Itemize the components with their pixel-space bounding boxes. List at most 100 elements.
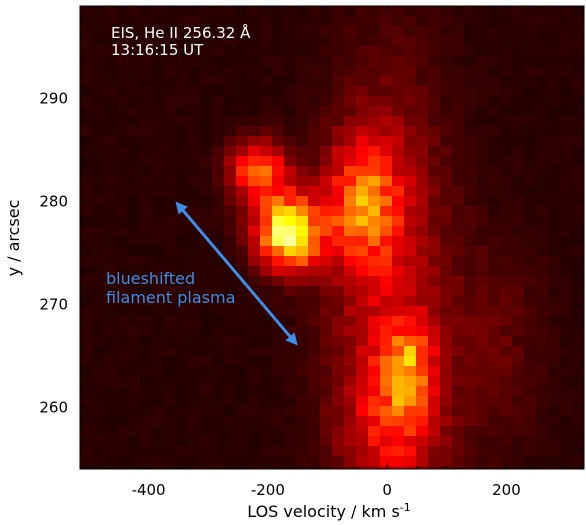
heatmap-cell [176, 176, 189, 187]
heatmap-cell [104, 146, 117, 157]
heatmap-cell [224, 246, 237, 257]
heatmap-cell [344, 426, 357, 437]
heatmap-cell [104, 266, 117, 277]
heatmap-cell [416, 356, 429, 367]
heatmap-cell [368, 36, 381, 47]
heatmap-cell [524, 396, 537, 407]
heatmap-cell [164, 166, 177, 177]
heatmap-cell [560, 66, 573, 77]
heatmap-cell [464, 166, 477, 177]
heatmap-cell [140, 366, 153, 377]
heatmap-cell [200, 416, 213, 427]
heatmap-cell [80, 326, 93, 337]
heatmap-cell [488, 306, 501, 317]
heatmap-cell [488, 376, 501, 387]
heatmap-cell [200, 266, 213, 277]
heatmap-cell [512, 396, 525, 407]
heatmap-cell [404, 6, 417, 17]
heatmap-cell [572, 76, 585, 87]
heatmap-cell [92, 226, 105, 237]
heatmap-cell [188, 226, 201, 237]
heatmap-cell [308, 26, 321, 37]
heatmap-cell [344, 196, 357, 207]
heatmap-cell [368, 396, 381, 407]
heatmap-cell [320, 96, 333, 107]
heatmap-cell [116, 86, 129, 97]
heatmap-cell [248, 216, 261, 227]
heatmap-cell [488, 326, 501, 337]
heatmap-cell [152, 6, 165, 17]
heatmap-cell [380, 206, 393, 217]
heatmap-cell [344, 76, 357, 87]
heatmap-cell [476, 446, 489, 457]
heatmap-cell [140, 206, 153, 217]
heatmap-cell [560, 106, 573, 117]
heatmap-cell [572, 376, 585, 387]
heatmap-cell [368, 146, 381, 157]
heatmap-cell [536, 456, 549, 467]
heatmap-cell [320, 56, 333, 67]
heatmap-cell [428, 96, 441, 107]
heatmap-cell [248, 436, 261, 447]
heatmap-cell [560, 206, 573, 217]
heatmap-cell [80, 86, 93, 97]
heatmap-cell [428, 266, 441, 277]
heatmap-cell [320, 296, 333, 307]
heatmap-cell [188, 286, 201, 297]
heatmap-cell [296, 126, 309, 137]
heatmap-cell [500, 456, 513, 467]
heatmap-cell [464, 336, 477, 347]
heatmap-cell [128, 56, 141, 67]
heatmap-cell [476, 246, 489, 257]
heatmap-cell [104, 36, 117, 47]
heatmap-cell [212, 146, 225, 157]
heatmap-cell [284, 6, 297, 17]
heatmap-cell [152, 416, 165, 427]
heatmap-cell [236, 136, 249, 147]
heatmap-cell [116, 336, 129, 347]
heatmap-cell [368, 26, 381, 37]
heatmap-cell [140, 336, 153, 347]
heatmap-cell [260, 56, 273, 67]
heatmap-cell [524, 246, 537, 257]
heatmap-cell [548, 66, 561, 77]
heatmap-cell [560, 336, 573, 347]
heatmap-cell [524, 116, 537, 127]
heatmap-cell [188, 156, 201, 167]
heatmap-cell [200, 196, 213, 207]
heatmap-cell [236, 296, 249, 307]
heatmap-cell [188, 236, 201, 247]
heatmap-cell [236, 116, 249, 127]
heatmap-cell [380, 326, 393, 337]
heatmap-cell [308, 236, 321, 247]
heatmap-cell [356, 16, 369, 27]
heatmap-cell [536, 96, 549, 107]
heatmap-cell [152, 346, 165, 357]
heatmap-cell [560, 406, 573, 417]
heatmap-cell [164, 76, 177, 87]
heatmap-cell [176, 316, 189, 327]
heatmap-cell [476, 6, 489, 17]
heatmap-cell [320, 426, 333, 437]
heatmap-cell [80, 306, 93, 317]
heatmap-cell [200, 296, 213, 307]
heatmap-cell [404, 196, 417, 207]
heatmap-cell [164, 16, 177, 27]
heatmap-cell [560, 346, 573, 357]
heatmap-cell [260, 26, 273, 37]
heatmap-cell [380, 136, 393, 147]
heatmap-cell [224, 156, 237, 167]
heatmap-cell [188, 256, 201, 267]
heatmap-cell [164, 336, 177, 347]
heatmap-cell [344, 356, 357, 367]
heatmap-cell [488, 126, 501, 137]
heatmap-cell [104, 366, 117, 377]
heatmap-cell [572, 356, 585, 367]
heatmap-cell [488, 76, 501, 87]
heatmap-cell [116, 256, 129, 267]
heatmap-cell [452, 286, 465, 297]
heatmap-cell [500, 186, 513, 197]
heatmap-cell [452, 86, 465, 97]
heatmap-cell [236, 6, 249, 17]
heatmap-cell [236, 16, 249, 27]
